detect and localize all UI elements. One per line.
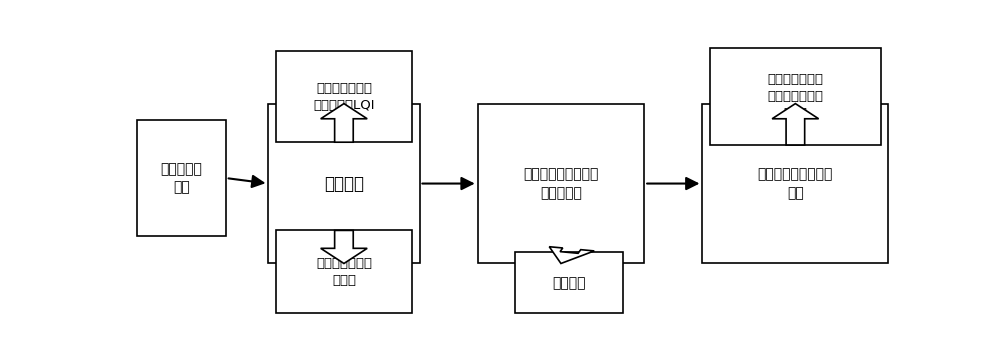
Text: 簇首候选节点剩
余能量: 簇首候选节点剩 余能量 [316,257,372,287]
Bar [702,103,888,263]
Bar [276,231,412,313]
Text: 簇首候选节点与
簇成员之间LQI: 簇首候选节点与 簇成员之间LQI [313,82,375,112]
Polygon shape [549,247,594,263]
Text: 虚拟引力: 虚拟引力 [552,276,586,290]
Bar [276,51,412,142]
Polygon shape [321,103,367,142]
Text: 簇首采用链路式路由
协议: 簇首采用链路式路由 协议 [758,167,833,200]
Bar [268,103,420,263]
Bar [710,48,881,145]
Text: 簇首下一跳代价
函数均衡网络簇
首节点: 簇首下一跳代价 函数均衡网络簇 首节点 [767,73,823,120]
Bar [478,103,644,263]
Bar [515,252,623,313]
Polygon shape [321,231,367,263]
Text: 簇首选举: 簇首选举 [324,175,364,193]
Polygon shape [772,103,819,145]
Text: 簇首候选节
点度: 簇首候选节 点度 [160,162,202,194]
Bar [137,120,226,236]
Text: 普通传感器节点加入
簇首形成簇: 普通传感器节点加入 簇首形成簇 [523,167,599,200]
